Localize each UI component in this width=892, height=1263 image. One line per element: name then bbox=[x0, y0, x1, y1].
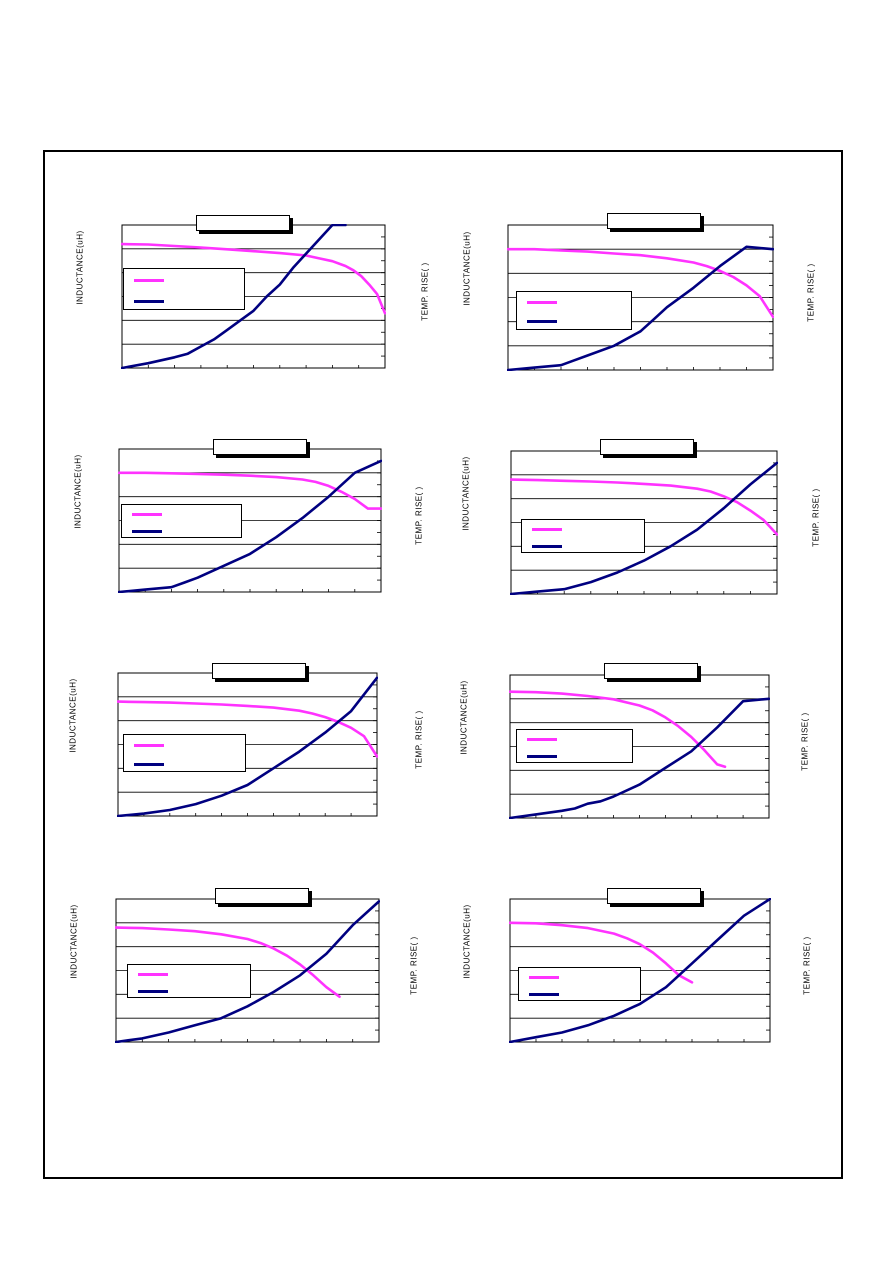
y-axis-label: INDUCTANCE(uH) bbox=[75, 229, 85, 305]
y-axis-label: INDUCTANCE(uH) bbox=[459, 679, 469, 755]
legend bbox=[521, 519, 645, 553]
legend-swatch-inductance bbox=[138, 972, 168, 976]
chart-plot-area bbox=[118, 448, 382, 593]
y2-axis-label: TEMP. RISE( ) bbox=[420, 261, 430, 321]
chart-title-box bbox=[196, 215, 290, 231]
legend-swatch-temp-rise bbox=[532, 544, 562, 548]
y-axis-label: INDUCTANCE(uH) bbox=[68, 677, 78, 753]
legend bbox=[518, 967, 641, 1001]
legend-swatch-inductance bbox=[529, 975, 559, 979]
legend bbox=[123, 734, 246, 772]
series-line-temp-rise bbox=[507, 245, 774, 371]
chart-title-box bbox=[600, 439, 694, 455]
y2-axis-label: TEMP. RISE( ) bbox=[414, 709, 424, 769]
y2-axis-label: TEMP. RISE( ) bbox=[811, 487, 821, 547]
y-axis-label: INDUCTANCE(uH) bbox=[461, 455, 471, 531]
legend-swatch-inductance bbox=[134, 743, 164, 747]
chart-plot-area bbox=[510, 450, 778, 595]
y2-axis-label: TEMP. RISE( ) bbox=[802, 935, 812, 995]
y-axis-label: INDUCTANCE(uH) bbox=[462, 903, 472, 979]
chart-plot-area bbox=[117, 672, 378, 817]
series-line-inductance bbox=[121, 242, 386, 315]
legend-swatch-inductance bbox=[527, 737, 557, 741]
chart-title-box bbox=[213, 439, 307, 455]
legend-swatch-temp-rise bbox=[527, 754, 557, 758]
legend-swatch-temp-rise bbox=[132, 529, 162, 533]
chart-title-box bbox=[215, 888, 309, 904]
chart-title-box bbox=[604, 663, 698, 679]
y2-axis-label: TEMP. RISE( ) bbox=[414, 485, 424, 545]
series-line-inductance bbox=[115, 926, 341, 998]
series-line-temp-rise bbox=[509, 898, 771, 1043]
y2-axis-label: TEMP. RISE( ) bbox=[806, 262, 816, 322]
legend-swatch-temp-rise bbox=[134, 299, 164, 303]
page-frame bbox=[43, 150, 843, 1179]
y-axis-label: INDUCTANCE(uH) bbox=[462, 230, 472, 306]
legend-swatch-inductance bbox=[134, 278, 164, 282]
legend bbox=[121, 504, 242, 538]
series-line-inductance bbox=[510, 478, 778, 536]
series-line-inductance bbox=[509, 921, 694, 984]
legend-swatch-temp-rise bbox=[529, 992, 559, 996]
legend bbox=[123, 268, 245, 310]
chart-plot-area bbox=[509, 674, 770, 819]
y2-axis-label: TEMP. RISE( ) bbox=[800, 711, 810, 771]
legend-swatch-temp-rise bbox=[527, 320, 557, 324]
legend bbox=[127, 964, 251, 998]
legend bbox=[516, 729, 633, 763]
y-axis-label: INDUCTANCE(uH) bbox=[73, 453, 83, 529]
series-line-temp-rise bbox=[117, 676, 378, 817]
series-line-temp-rise bbox=[510, 461, 778, 595]
series-line-temp-rise bbox=[509, 697, 770, 819]
chart-plot-area bbox=[121, 224, 386, 369]
legend-swatch-temp-rise bbox=[138, 989, 168, 993]
y2-axis-label: TEMP. RISE( ) bbox=[409, 935, 419, 995]
series-line-temp-rise bbox=[121, 224, 347, 369]
chart-plot-area bbox=[115, 898, 380, 1043]
chart-title-box bbox=[607, 213, 701, 229]
series-line-temp-rise bbox=[115, 900, 380, 1043]
legend-swatch-inductance bbox=[532, 527, 562, 531]
legend-swatch-temp-rise bbox=[134, 762, 164, 766]
chart-title-box bbox=[607, 888, 701, 904]
legend-swatch-inductance bbox=[132, 512, 162, 516]
series-line-temp-rise bbox=[118, 459, 382, 593]
chart-title-box bbox=[212, 663, 306, 679]
series-line-inductance bbox=[507, 247, 774, 319]
series-line-inductance bbox=[118, 471, 382, 510]
series-line-inductance bbox=[509, 690, 727, 769]
legend-swatch-inductance bbox=[527, 300, 557, 304]
legend bbox=[516, 291, 632, 330]
y-axis-label: INDUCTANCE(uH) bbox=[69, 903, 79, 979]
series-line-inductance bbox=[117, 700, 378, 758]
